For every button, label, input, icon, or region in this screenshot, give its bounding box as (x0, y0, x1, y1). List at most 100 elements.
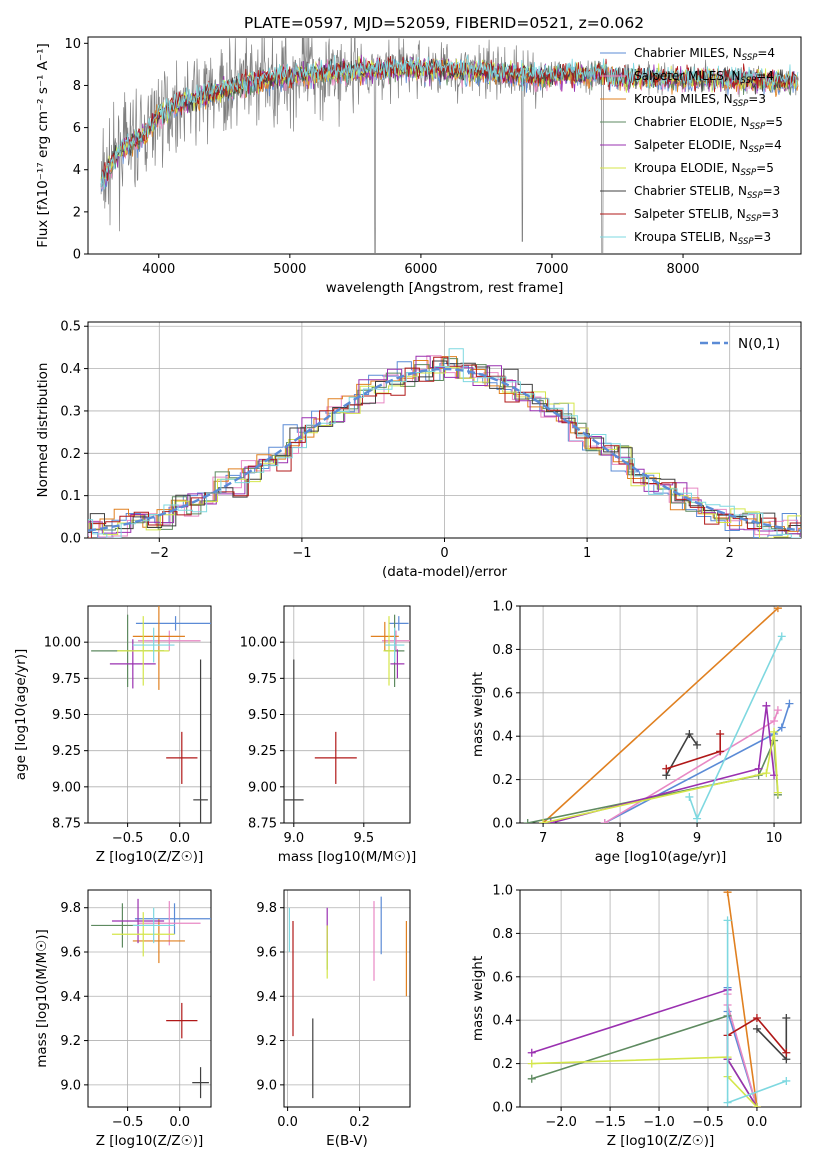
series-line (685, 632, 786, 823)
spectrum-axes: 4000 5000 6000 7000 8000 0 2 4 6 8 10 wavelength [A… (35, 36, 802, 296)
y-tick-label: 8.75 (52, 817, 81, 832)
y-tick-label: 9.6 (60, 946, 81, 961)
legend-entry: Chabrier STELIB, NSSP=3 (634, 184, 780, 201)
series-polyline (665, 732, 698, 776)
x-tick-label: 4000 (142, 262, 175, 277)
normal-curve-line (88, 367, 801, 532)
error-bar-point (117, 616, 170, 686)
x-tick-label: 0.2 (349, 1115, 370, 1130)
x-tick-label: 7 (539, 831, 547, 846)
series-polyline (688, 636, 783, 821)
histogram-step-line (88, 361, 801, 538)
data-point-marker (539, 819, 548, 823)
y-tick-label: 9.50 (52, 708, 81, 723)
y-tick-label: 0.2 (60, 447, 81, 462)
data-point-marker (693, 814, 702, 823)
x-tick-label: −0.5 (112, 831, 144, 846)
y-axis-label: age [log10(age/yr)] (13, 649, 29, 781)
spectrum-legend: Chabrier MILES, NSSP=4 Salpeter MILES, NS… (600, 46, 783, 247)
y-tick-label: 9.0 (256, 1078, 277, 1093)
series-line (662, 730, 725, 773)
data-point-marker (762, 701, 771, 710)
x-tick-label: −1 (292, 546, 311, 561)
y-tick-label: 9.2 (60, 1034, 81, 1049)
error-bar-point (390, 649, 405, 679)
spectrum-lines (100, 37, 799, 254)
y-tick-label: 9.8 (256, 901, 277, 916)
y-tick-label: 0.2 (492, 773, 513, 788)
y-tick-label: 0.6 (492, 686, 513, 701)
error-bar-point (132, 907, 175, 944)
legend-entry: Salpeter STELIB, NSSP=3 (634, 207, 779, 224)
x-tick-label: 0 (440, 546, 448, 561)
weight-vs-age-series (523, 606, 794, 823)
legend-entry: Kroupa MILES, NSSP=3 (634, 92, 766, 109)
error-bar-point (134, 903, 211, 935)
data-point-marker (685, 730, 694, 739)
y-tick-label: 9.0 (60, 1078, 81, 1093)
y-tick-label: 0.2 (492, 1057, 513, 1072)
y-axis-label: Flux [fλ10⁻¹⁷ erg cm⁻² s⁻¹ A⁻¹] (35, 43, 51, 248)
series-polyline (531, 1056, 758, 1107)
weight-vs-Z-axes: −2.0 −1.5 −1.0 −0.5 0.0 0.0 0.2 0.4 0.6 0.8 1.0 Z [… (470, 884, 802, 1149)
x-tick-label: −1.0 (643, 1115, 675, 1130)
legend-entry: N(0,1) (738, 336, 780, 352)
x-tick-label: 9 (693, 831, 701, 846)
y-tick-label: 0.8 (492, 643, 513, 658)
series-polyline (542, 731, 779, 823)
data-point-marker (527, 1059, 536, 1068)
y-tick-label: 10 (64, 37, 81, 52)
y-tick-label: 0.4 (492, 1014, 513, 1029)
series-polyline (527, 740, 779, 823)
mass-vs-EBV-points (288, 896, 407, 1099)
series-polyline (726, 994, 758, 1107)
axes-frame (87, 36, 802, 255)
data-point-marker (600, 819, 609, 823)
x-tick-label: 9.5 (353, 831, 374, 846)
data-point-marker (527, 1048, 536, 1057)
data-point-marker (527, 1074, 536, 1083)
y-tick-label: 6 (73, 121, 81, 136)
y-tick-label: 0.0 (492, 1101, 513, 1116)
axes-frame (519, 889, 802, 1108)
y-tick-label: 9.6 (256, 946, 277, 961)
axes-frame (283, 889, 411, 1108)
y-tick-label: 9.50 (248, 708, 277, 723)
data-point-marker (723, 890, 732, 897)
y-tick-label: 0 (73, 248, 81, 263)
y-tick-label: 0.8 (492, 927, 513, 942)
error-bar-point (166, 731, 198, 784)
x-tick-label: 0.0 (169, 1115, 190, 1130)
y-tick-label: 9.25 (248, 744, 277, 759)
y-tick-label: 0.4 (60, 362, 81, 377)
data-point-marker (752, 1024, 761, 1033)
y-axis-label: mass weight (470, 672, 486, 757)
model-spectrum-line (100, 54, 799, 190)
series-polyline (726, 892, 758, 1107)
data-point-marker (693, 740, 702, 749)
data-point-marker (716, 747, 725, 756)
y-tick-label: 9.75 (52, 672, 81, 687)
data-point-marker (752, 1103, 761, 1107)
x-tick-label: 0.0 (747, 1115, 768, 1130)
residuals-axes: −2 −1 0 1 2 0.0 0.1 0.2 0.3 0.4 0.5 (data-model)/er… (35, 320, 802, 580)
x-tick-label: −2.0 (545, 1115, 577, 1130)
y-tick-label: 2 (73, 205, 81, 220)
mass-vs-EBV-axes: 0.0 0.2 9.0 9.2 9.4 9.6 9.8 E(B-V) (256, 889, 411, 1149)
error-bar-point (109, 639, 156, 689)
histogram-step-line (88, 360, 801, 533)
series-line (723, 1014, 791, 1057)
axes-frame (283, 605, 411, 824)
error-bar-point (132, 627, 175, 663)
x-tick-label: 1 (583, 546, 591, 561)
error-bar-point (389, 616, 409, 631)
y-tick-label: 9.25 (52, 744, 81, 759)
error-bar-point (192, 1067, 209, 1099)
error-bar-point (132, 606, 185, 690)
data-point-marker (716, 730, 725, 739)
series-line (527, 1011, 761, 1107)
data-point-marker (523, 819, 532, 823)
y-axis-label: Normed distribution (35, 363, 51, 498)
data-point-marker (770, 717, 779, 726)
